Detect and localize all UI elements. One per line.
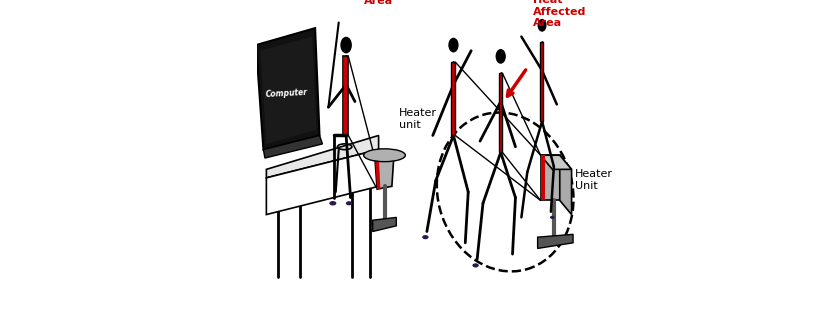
Ellipse shape [423,235,428,239]
Ellipse shape [495,49,506,64]
Polygon shape [452,62,455,135]
Text: Heater
unit: Heater unit [399,108,438,130]
Text: Heat
Affected
Area: Heat Affected Area [534,0,586,28]
Ellipse shape [346,201,352,205]
Polygon shape [498,73,502,152]
Polygon shape [261,37,316,144]
Polygon shape [266,135,378,178]
Ellipse shape [448,38,458,52]
Polygon shape [375,158,381,189]
Text: Heater
Unit: Heater Unit [574,169,613,191]
Ellipse shape [538,19,547,32]
Ellipse shape [329,201,337,205]
Polygon shape [344,56,348,135]
Polygon shape [540,42,544,121]
Ellipse shape [473,263,478,267]
Polygon shape [263,135,322,158]
Polygon shape [540,155,559,200]
Polygon shape [540,155,572,169]
Text: Computer: Computer [266,88,308,99]
Polygon shape [266,150,378,214]
Polygon shape [538,234,573,248]
Text: Heat
Affected
Area: Heat Affected Area [364,0,418,5]
Polygon shape [372,217,397,231]
Ellipse shape [363,149,405,162]
Polygon shape [375,152,394,189]
Polygon shape [559,155,572,214]
Polygon shape [256,28,320,150]
Ellipse shape [550,216,554,219]
Polygon shape [540,155,545,200]
Ellipse shape [341,37,352,53]
